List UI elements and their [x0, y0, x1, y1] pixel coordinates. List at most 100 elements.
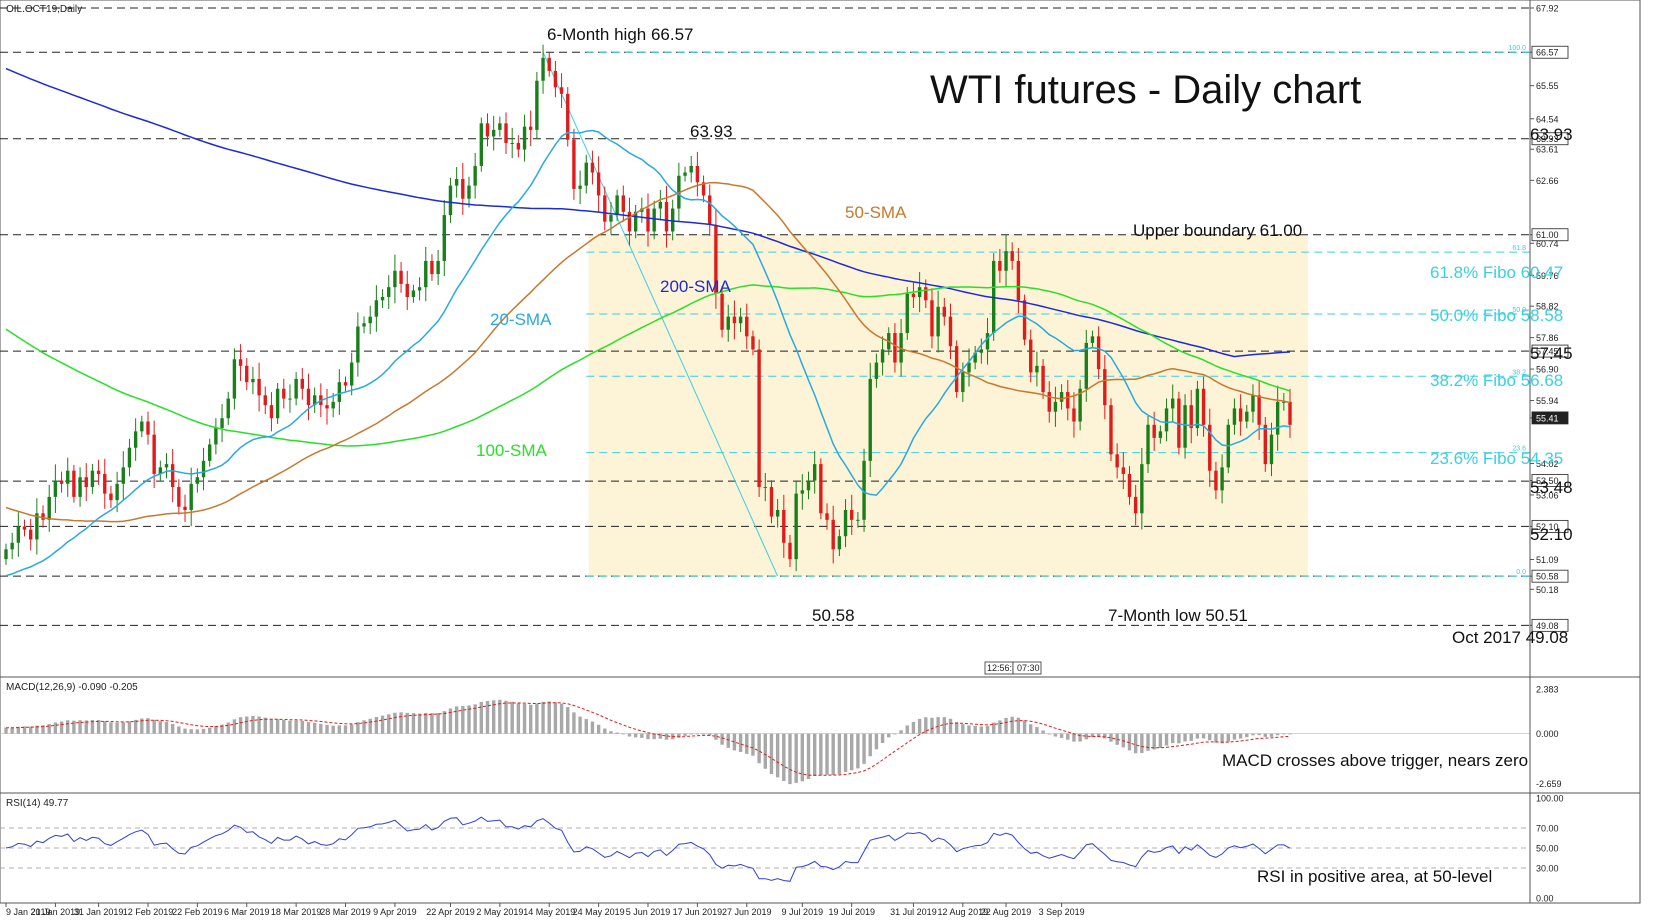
candle-bear	[306, 388, 311, 406]
candle-bear	[831, 519, 835, 550]
macd-bar	[356, 722, 360, 734]
macd-bar	[615, 732, 619, 734]
candle-bear	[942, 306, 947, 317]
macd-bar	[183, 728, 187, 734]
macd-bar	[319, 723, 323, 734]
macd-bar	[343, 725, 348, 734]
label-upper-boundary: Upper boundary 61.00	[1133, 221, 1302, 240]
macd-bar	[294, 720, 298, 734]
label-5210: 52.10	[1530, 525, 1573, 544]
macd-bar	[146, 718, 150, 734]
macd-bar	[133, 719, 138, 734]
macd-bar	[1115, 733, 1119, 745]
macd-bar	[84, 720, 88, 734]
candle-bear	[1257, 395, 1261, 425]
candle-bear	[1109, 405, 1113, 455]
macd-bar	[646, 733, 650, 740]
candle-bear	[948, 316, 953, 347]
candle-bull	[961, 372, 965, 393]
candle-bear	[461, 179, 465, 199]
candle-bear	[59, 480, 64, 484]
macd-bar	[831, 733, 835, 776]
candle-bull	[1053, 401, 1058, 412]
candle-bear	[1201, 388, 1206, 425]
candle-bear	[430, 260, 434, 275]
candle-bear	[664, 201, 669, 232]
macd-bar	[220, 724, 224, 734]
macd-bar	[368, 718, 372, 734]
label-seven-month-low: 7-Month low 50.51	[1108, 606, 1248, 625]
candle-bear	[1127, 473, 1132, 497]
macd-bar	[430, 713, 434, 734]
candle-bull	[90, 470, 95, 488]
macd-bar	[405, 712, 409, 734]
macd-bar	[819, 733, 823, 776]
macd-bar	[1127, 733, 1132, 751]
candle-bear	[714, 224, 718, 294]
candle-bull	[164, 464, 169, 468]
macd-y-tick-label: 2.383	[1536, 684, 1559, 694]
candle-bear	[1072, 408, 1076, 422]
macd-bar	[312, 722, 317, 734]
macd-bar	[380, 715, 385, 734]
macd-bar	[979, 726, 984, 734]
candle-bear	[911, 293, 916, 298]
y-tick-label-box	[1531, 519, 1569, 533]
y-tick-label: 50.18	[1536, 585, 1559, 595]
macd-bar	[121, 722, 125, 734]
label-sma50: 50-SMA	[845, 203, 907, 222]
macd-bar	[411, 713, 416, 734]
candle-bull	[541, 57, 545, 81]
y-tick-label: 58.82	[1536, 302, 1559, 312]
macd-bar	[442, 711, 446, 734]
candle-bull	[16, 526, 21, 543]
macd-bar	[837, 733, 842, 775]
candle-bear	[325, 405, 329, 409]
macd-bar	[226, 722, 230, 734]
candle-bear	[998, 260, 1002, 271]
candle-bull	[442, 215, 446, 261]
label-6393-right: 63.93	[1530, 125, 1573, 144]
candle-bear	[954, 346, 959, 393]
macd-bar	[10, 727, 14, 734]
macd-bar	[454, 706, 459, 734]
candle-bear	[269, 405, 274, 419]
macd-bar	[417, 713, 422, 734]
macd-bar	[529, 704, 533, 734]
y-tick-label: 60.74	[1536, 239, 1559, 249]
candle-bull	[66, 470, 70, 484]
y-tick-label: 56.90	[1536, 365, 1559, 375]
candle-bull	[837, 536, 842, 550]
candle-bull	[1084, 342, 1088, 389]
candle-bull	[1164, 408, 1169, 432]
macd-bar	[1140, 733, 1144, 754]
macd-bar	[189, 729, 193, 734]
candle-bear	[152, 434, 156, 474]
macd-bar	[856, 733, 860, 769]
candle-bull	[380, 297, 385, 301]
candle-bull	[868, 378, 872, 461]
candle-bear	[177, 487, 181, 507]
fibo-pct-label-3: 38.2	[1512, 369, 1526, 376]
x-tick-label: 17 Jun 2019	[673, 907, 723, 917]
y-tick-label: 65.55	[1536, 81, 1559, 91]
macd-bar	[1195, 733, 1200, 739]
macd-bar	[1096, 733, 1101, 737]
candle-bull	[1251, 395, 1255, 412]
macd-bar	[917, 718, 922, 734]
x-tick-label: 27 Jun 2019	[722, 907, 772, 917]
y-tick-label: 53.06	[1536, 490, 1559, 500]
candle-bear	[41, 513, 45, 520]
candle-bear	[1238, 408, 1243, 422]
macd-bar	[788, 733, 792, 785]
candle-bull	[4, 549, 8, 560]
macd-bar	[640, 733, 644, 738]
candle-bear	[84, 477, 88, 488]
macd-bar	[1288, 733, 1292, 735]
candle-bull	[498, 123, 502, 130]
candle-bull	[158, 467, 163, 474]
candle-bear	[1288, 401, 1292, 425]
candle-bull	[411, 290, 416, 298]
macd-bar	[1158, 733, 1163, 748]
candle-bull	[214, 428, 218, 445]
